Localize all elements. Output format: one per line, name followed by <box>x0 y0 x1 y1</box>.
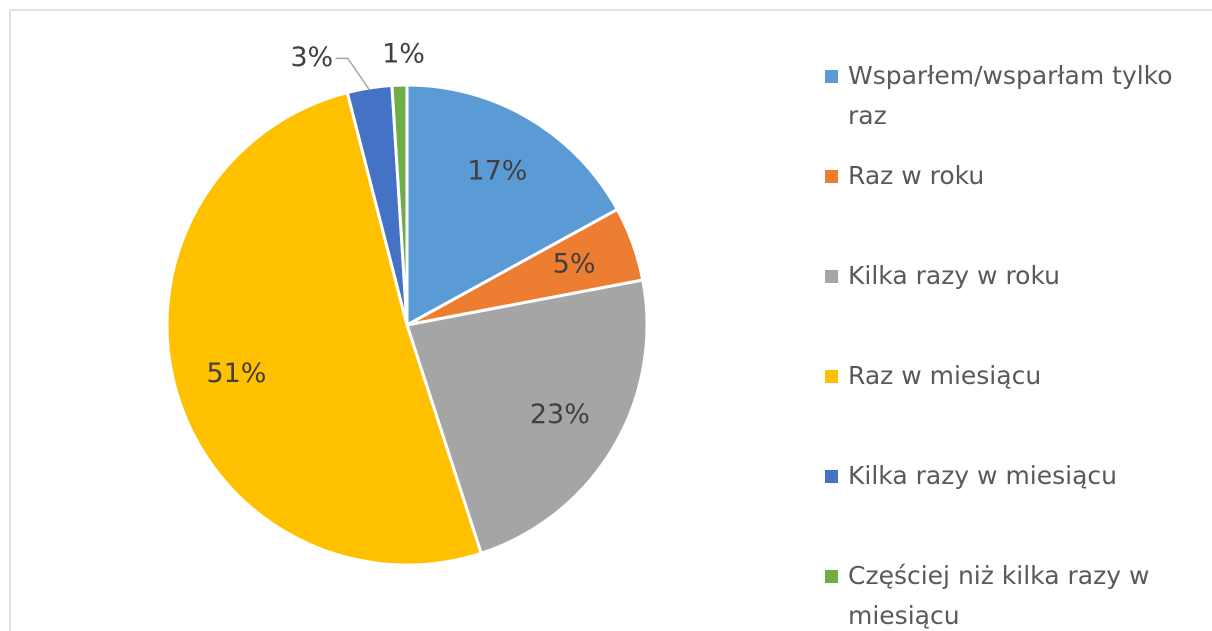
pie-slice <box>405 278 649 556</box>
legend-swatch <box>825 570 838 583</box>
data-label: 23% <box>530 399 590 430</box>
legend-swatch <box>825 370 838 383</box>
legend-item: Wsparłem/wsparłam tylko raz <box>822 56 1192 136</box>
legend-item: Częściej niż kilka razy w miesiącu <box>822 556 1192 631</box>
pie-slice <box>165 90 484 567</box>
leader-line <box>335 57 371 91</box>
data-label: 3% <box>290 42 333 73</box>
data-label: 5% <box>553 248 596 279</box>
legend-swatch <box>825 270 838 283</box>
legend-label: Raz w roku <box>848 161 985 190</box>
data-label: 1% <box>382 39 425 70</box>
legend-swatch <box>825 170 838 183</box>
legend-item: Raz w miesiącu <box>822 356 1192 396</box>
legend-item: Kilka razy w roku <box>822 256 1192 296</box>
legend-swatch <box>825 470 838 483</box>
legend-swatch <box>825 70 838 83</box>
legend-item: Raz w roku <box>822 156 1192 196</box>
pie-slice <box>390 83 409 326</box>
chart-border <box>9 9 1212 631</box>
data-label: 17% <box>467 156 527 187</box>
legend-label: Raz w miesiącu <box>848 361 1042 390</box>
data-label: 51% <box>206 358 266 389</box>
legend-label: Częściej niż kilka razy w miesiącu <box>848 561 1150 630</box>
legend-label: Kilka razy w roku <box>848 261 1061 290</box>
pie-slice <box>405 83 620 328</box>
legend-label: Wsparłem/wsparłam tylko raz <box>848 61 1173 130</box>
legend-item: Kilka razy w miesiącu <box>822 456 1192 496</box>
legend-label: Kilka razy w miesiącu <box>848 461 1118 490</box>
